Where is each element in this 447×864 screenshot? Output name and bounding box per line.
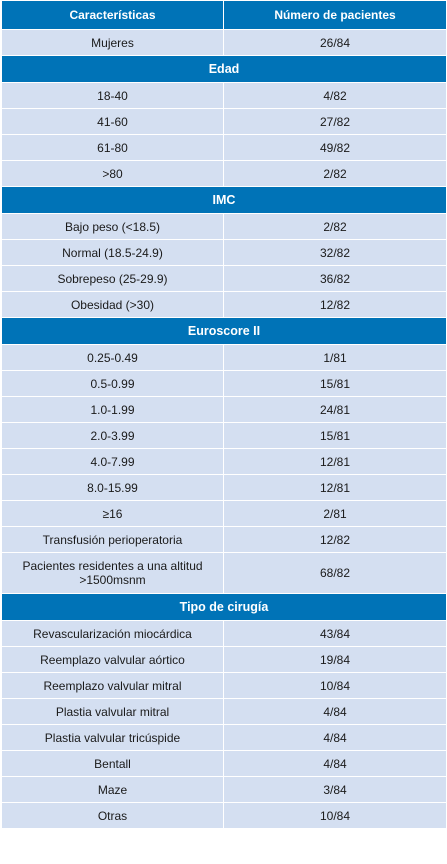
characteristic-cell: 2.0-3.99 (1, 422, 224, 449)
table-row: Revascularización miocárdica 43/84 (1, 620, 447, 647)
characteristic-cell: Plastia valvular mitral (1, 698, 224, 725)
header-row: Características Número de pacientes (1, 0, 447, 30)
section-row: Euroscore II (1, 317, 447, 345)
table-row: Bentall 4/84 (1, 750, 447, 777)
patient-count-cell: 4/82 (223, 82, 447, 109)
table-row: 0.5-0.99 15/81 (1, 370, 447, 397)
characteristic-cell: Bajo peso (<18.5) (1, 213, 224, 240)
patient-count-cell: 26/84 (223, 29, 447, 56)
characteristic-cell: Revascularización miocárdica (1, 620, 224, 647)
patient-count-cell: 1/81 (223, 344, 447, 371)
table-row: 4.0-7.99 12/81 (1, 448, 447, 475)
patient-count-cell: 15/81 (223, 422, 447, 449)
patient-characteristics-table: Características Número de pacientes Muje… (1, 0, 447, 829)
table-row: 2.0-3.99 15/81 (1, 422, 447, 449)
section-header: IMC (1, 186, 447, 214)
table-row: Plastia valvular tricúspide 4/84 (1, 724, 447, 751)
patient-count-cell: 27/82 (223, 108, 447, 135)
characteristic-cell: Mujeres (1, 29, 224, 56)
patient-count-cell: 2/81 (223, 500, 447, 527)
section-row: IMC (1, 186, 447, 214)
section-header: Tipo de cirugía (1, 593, 447, 621)
table-row: Otras 10/84 (1, 802, 447, 829)
table-row: 1.0-1.99 24/81 (1, 396, 447, 423)
characteristic-cell: Obesidad (>30) (1, 291, 224, 318)
characteristic-cell: ≥16 (1, 500, 224, 527)
patient-count-cell: 68/82 (223, 552, 447, 594)
table-row: 8.0-15.99 12/81 (1, 474, 447, 501)
table-row: Maze 3/84 (1, 776, 447, 803)
table-row: Mujeres 26/84 (1, 29, 447, 56)
patient-count-cell: 43/84 (223, 620, 447, 647)
table-row: 0.25-0.49 1/81 (1, 344, 447, 371)
table-row: Reemplazo valvular aórtico 19/84 (1, 646, 447, 673)
table-row: Bajo peso (<18.5) 2/82 (1, 213, 447, 240)
characteristic-cell: 18-40 (1, 82, 224, 109)
characteristic-cell: Maze (1, 776, 224, 803)
characteristic-cell: 0.25-0.49 (1, 344, 224, 371)
patient-count-cell: 2/82 (223, 213, 447, 240)
table-row: ≥16 2/81 (1, 500, 447, 527)
patient-count-cell: 12/81 (223, 474, 447, 501)
patient-count-cell: 32/82 (223, 239, 447, 266)
patient-count-cell: 15/81 (223, 370, 447, 397)
patient-count-cell: 49/82 (223, 134, 447, 161)
header-patient-count: Número de pacientes (223, 0, 447, 30)
characteristic-cell: Sobrepeso (25-29.9) (1, 265, 224, 292)
characteristic-cell: 41-60 (1, 108, 224, 135)
patient-count-cell: 10/84 (223, 802, 447, 829)
table-row: Transfusión perioperatoria 12/82 (1, 526, 447, 553)
characteristic-cell: Reemplazo valvular mitral (1, 672, 224, 699)
table-row: >80 2/82 (1, 160, 447, 187)
patient-count-cell: 3/84 (223, 776, 447, 803)
table-row: 18-40 4/82 (1, 82, 447, 109)
table-row: Normal (18.5-24.9) 32/82 (1, 239, 447, 266)
characteristic-cell: 61-80 (1, 134, 224, 161)
patient-count-cell: 19/84 (223, 646, 447, 673)
section-header: Euroscore II (1, 317, 447, 345)
patient-count-cell: 4/84 (223, 750, 447, 777)
section-row: Edad (1, 55, 447, 83)
characteristic-cell: Bentall (1, 750, 224, 777)
patient-count-cell: 4/84 (223, 724, 447, 751)
characteristic-cell: Plastia valvular tricúspide (1, 724, 224, 751)
table-row: Pacientes residentes a una altitud >1500… (1, 552, 447, 594)
patient-count-cell: 12/81 (223, 448, 447, 475)
characteristic-cell: 1.0-1.99 (1, 396, 224, 423)
section-row: Tipo de cirugía (1, 593, 447, 621)
table-row: 41-60 27/82 (1, 108, 447, 135)
characteristic-cell: Transfusión perioperatoria (1, 526, 224, 553)
table-body: Mujeres 26/84 Edad 18-40 4/82 41-60 27/82 61-80… (1, 29, 447, 829)
characteristic-cell: Otras (1, 802, 224, 829)
section-header: Edad (1, 55, 447, 83)
header-characteristics: Características (1, 0, 224, 30)
characteristic-cell: Reemplazo valvular aórtico (1, 646, 224, 673)
patient-count-cell: 12/82 (223, 291, 447, 318)
table-row: Plastia valvular mitral 4/84 (1, 698, 447, 725)
patient-count-cell: 36/82 (223, 265, 447, 292)
patient-count-cell: 10/84 (223, 672, 447, 699)
patient-count-cell: 4/84 (223, 698, 447, 725)
characteristic-cell: 8.0-15.99 (1, 474, 224, 501)
characteristic-cell: 4.0-7.99 (1, 448, 224, 475)
characteristic-cell: Normal (18.5-24.9) (1, 239, 224, 266)
patient-count-cell: 12/82 (223, 526, 447, 553)
characteristic-cell: >80 (1, 160, 224, 187)
table-row: Obesidad (>30) 12/82 (1, 291, 447, 318)
patient-count-cell: 24/81 (223, 396, 447, 423)
table-row: 61-80 49/82 (1, 134, 447, 161)
table-row: Sobrepeso (25-29.9) 36/82 (1, 265, 447, 292)
patient-count-cell: 2/82 (223, 160, 447, 187)
table-row: Reemplazo valvular mitral 10/84 (1, 672, 447, 699)
characteristic-cell: Pacientes residentes a una altitud >1500… (1, 552, 224, 594)
characteristic-cell: 0.5-0.99 (1, 370, 224, 397)
